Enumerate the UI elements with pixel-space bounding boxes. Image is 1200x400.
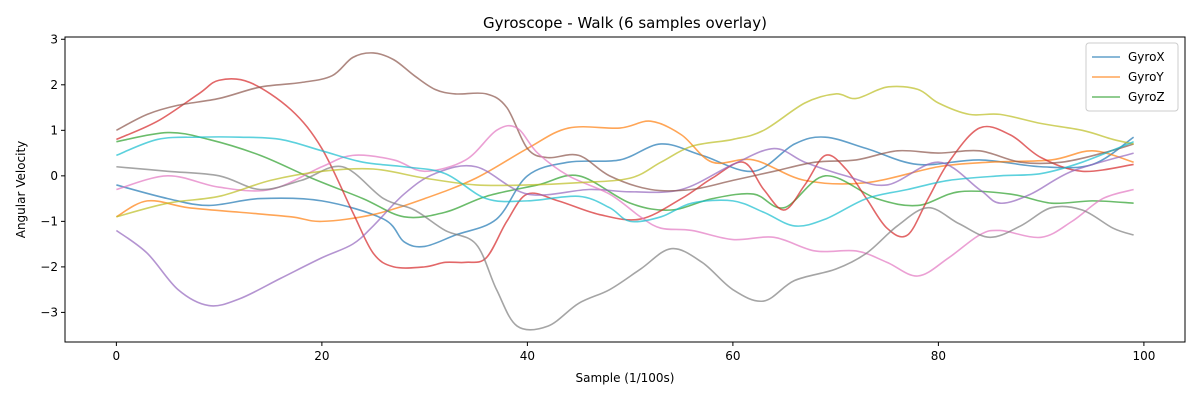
- x-tick-label: 100: [1132, 349, 1155, 363]
- series-line-1: [116, 136, 1135, 248]
- series-line-7: [116, 124, 1134, 277]
- y-axis: −3 −2 −1 0 1 2 3: [40, 32, 65, 319]
- chart-title: Gyroscope - Walk (6 samples overlay): [483, 14, 767, 32]
- y-tick-label: −1: [40, 214, 58, 228]
- legend-box: [1085, 42, 1179, 112]
- series-line-6: [116, 52, 1134, 192]
- x-tick-label: 60: [725, 349, 740, 363]
- series-line-2: [115, 120, 1134, 223]
- x-axis: 0 20 40 60 80 100: [113, 342, 1155, 363]
- x-tick-label: 40: [520, 349, 535, 363]
- series-line-3: [116, 131, 1134, 219]
- series-line-5: [115, 147, 1134, 307]
- y-tick-label: 0: [50, 169, 58, 183]
- x-axis-label: Sample (1/100s): [575, 371, 674, 385]
- series-line-10: [116, 136, 1134, 227]
- y-axis-label: Angular Velocity: [14, 141, 28, 239]
- series-layer: [115, 52, 1135, 331]
- x-tick-label: 80: [931, 349, 946, 363]
- y-tick-label: −2: [40, 260, 58, 274]
- series-line-8: [116, 165, 1134, 331]
- y-tick-label: −3: [40, 305, 58, 319]
- legend-label: GyroX: [1128, 50, 1165, 64]
- series-line-4: [116, 78, 1134, 269]
- y-tick-label: 3: [50, 32, 58, 46]
- plot-frame: [64, 36, 1186, 343]
- y-tick-label: 2: [50, 78, 58, 92]
- x-tick-label: 0: [113, 349, 121, 363]
- y-tick-label: 1: [50, 123, 58, 137]
- legend-label: GyroZ: [1128, 90, 1165, 104]
- x-tick-label: 20: [314, 349, 329, 363]
- series-line-9: [116, 85, 1134, 218]
- legend: GyroX GyroY GyroZ: [1085, 42, 1179, 112]
- legend-label: GyroY: [1128, 70, 1164, 84]
